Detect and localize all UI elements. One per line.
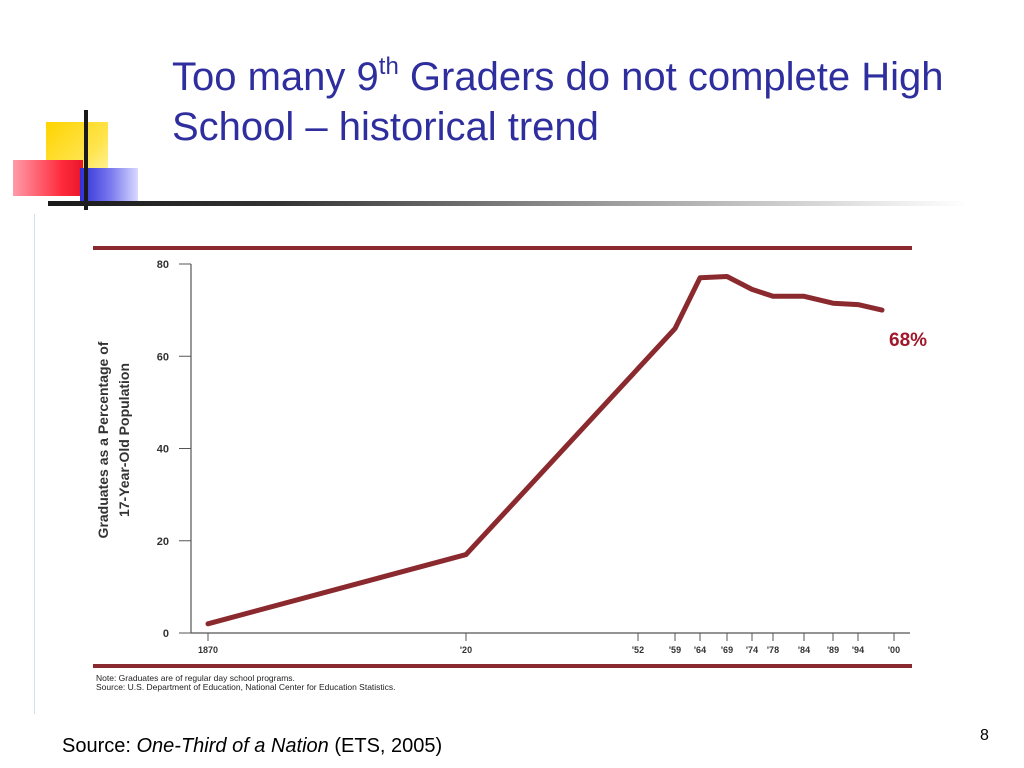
x-tick-label-2000: '00 (888, 645, 900, 655)
y-tick-labels: 0 20 40 60 80 (157, 259, 169, 640)
decorative-left-line (34, 214, 35, 714)
chart-axes (179, 263, 910, 641)
decorative-red-bar (13, 160, 83, 196)
source-suffix: (ETS, 2005) (328, 735, 443, 757)
y-tick-label-40: 40 (157, 444, 169, 456)
title-superscript: th (378, 53, 399, 80)
x-tick-label-1920: '20 (460, 645, 472, 655)
series-line-0 (205, 274, 885, 627)
y-tick-label-0: 0 (163, 628, 169, 640)
y-tick-label-60: 60 (157, 351, 169, 363)
x-tick-label-1870: 1870 (198, 645, 218, 655)
title-part-1: Too many 9 (172, 55, 379, 99)
y-tick-label-80: 80 (157, 259, 169, 271)
y-axis-label-line-1: Graduates as a Percentage of (95, 341, 111, 538)
title-part-2: Graders do not complete High School – hi… (172, 55, 944, 149)
source-prefix: Source: (62, 735, 137, 757)
x-tick-label-1978: '78 (767, 645, 779, 655)
chart-note: Note: Graduates are of regular day schoo… (96, 673, 295, 683)
y-axis-label: Graduates as a Percentage of 17-Year-Old… (95, 341, 132, 538)
series-group (205, 274, 885, 627)
decorative-blue-bar (80, 168, 138, 204)
slide-source: Source: One-Third of a Nation (ETS, 2005… (62, 735, 442, 758)
y-axis-label-line-2: 17-Year-Old Population (116, 363, 132, 517)
x-tick-label-1952: '52 (632, 645, 644, 655)
x-tick-label-1964: '64 (694, 645, 706, 655)
x-tick-label-1994: '94 (852, 645, 864, 655)
annotation-68-percent: 68% (889, 330, 927, 351)
page-number: 8 (980, 727, 989, 744)
x-tick-label-1974: '74 (746, 645, 758, 655)
x-tick-label-1984: '84 (798, 645, 810, 655)
decorative-vertical-line (84, 110, 88, 210)
x-tick-label-1969: '69 (721, 645, 733, 655)
x-tick-label-1959: '59 (669, 645, 681, 655)
x-tick-labels: 1870 '20 '52 '59 '64 '69 '74 '78 '84 '89 '94 '00 (198, 645, 900, 655)
y-tick-label-20: 20 (157, 536, 169, 548)
title-underline-rule (48, 201, 968, 206)
source-title: One-Third of a Nation (136, 735, 329, 757)
slide-title: Too many 9th Graders do not complete Hig… (172, 52, 992, 152)
chart-source-note: Source: U.S. Department of Education, Na… (96, 682, 396, 692)
x-tick-label-1989: '89 (827, 645, 839, 655)
